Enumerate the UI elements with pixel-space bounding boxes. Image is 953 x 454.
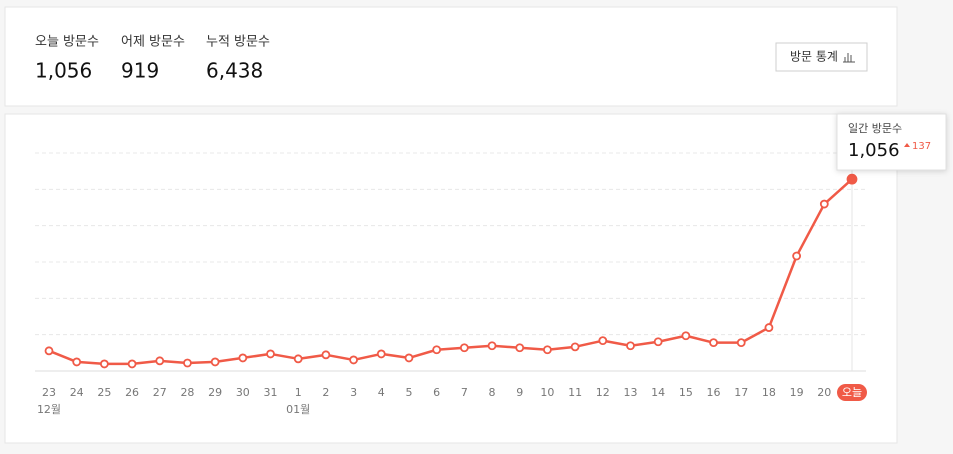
point	[626, 341, 635, 351]
x-tick-label: 9	[516, 386, 523, 399]
point	[598, 336, 608, 346]
x-tick-label: 3	[350, 386, 357, 399]
x-tick-label: 30	[236, 386, 250, 399]
point	[846, 173, 858, 185]
chart-card	[4, 113, 898, 444]
x-tick-label: 10	[540, 386, 554, 399]
point	[293, 354, 303, 364]
point	[266, 349, 275, 359]
stats-button[interactable]: 방문 통계	[775, 42, 868, 72]
x-tick-label: 5	[405, 386, 412, 399]
point	[155, 356, 165, 366]
x-tick-label: 14	[651, 386, 665, 399]
point	[819, 199, 829, 209]
x-tick-label: 오늘	[842, 386, 862, 399]
x-tick-label: 2	[322, 386, 329, 399]
stat-label: 누적 방문수	[206, 35, 270, 50]
month-label: 12월	[37, 403, 61, 416]
x-tick-label: 8	[489, 386, 496, 399]
x-tick-label: 7	[461, 386, 468, 399]
point	[792, 251, 802, 261]
point	[459, 343, 469, 353]
point	[210, 357, 220, 367]
x-tick-label: 26	[125, 386, 139, 399]
tooltip	[836, 113, 947, 171]
x-tick-label: 11	[568, 386, 582, 399]
point	[570, 342, 580, 352]
today-badge	[837, 384, 867, 401]
point	[99, 359, 109, 369]
point	[404, 353, 414, 363]
change-arrow	[904, 143, 910, 147]
tooltip-title: 일간 방문수	[848, 121, 902, 135]
point	[349, 355, 358, 365]
x-tick-label: 6	[433, 386, 440, 399]
point	[376, 349, 386, 359]
stat-value: 6,438	[206, 59, 263, 83]
x-tick-label: 31	[264, 386, 278, 399]
x-tick-label: 25	[97, 386, 111, 399]
x-tick-label: 17	[734, 386, 748, 399]
stat-label: 오늘 방문수	[35, 35, 99, 50]
point	[44, 346, 54, 356]
point	[432, 345, 442, 355]
line	[48, 178, 853, 366]
stat-value: 919	[121, 59, 159, 83]
point	[736, 338, 746, 348]
tooltip-change: 137	[912, 141, 931, 152]
point	[127, 359, 137, 369]
point	[681, 331, 691, 341]
point	[764, 323, 774, 332]
tooltip-value: 1,056	[848, 140, 900, 161]
button-box[interactable]	[775, 42, 868, 72]
x-tick-label: 15	[679, 386, 693, 399]
x-tick-label: 28	[180, 386, 194, 399]
button-label[interactable]: 방문 통계	[790, 50, 838, 64]
month-label: 01월	[286, 403, 310, 416]
button-icon[interactable]	[843, 53, 855, 63]
x-tick-label: 24	[70, 386, 84, 399]
stat-label: 어제 방문수	[121, 35, 185, 50]
point	[709, 338, 718, 348]
x-tick-label: 20	[817, 386, 831, 399]
stat-value: 1,056	[35, 59, 92, 83]
point	[487, 341, 497, 351]
point	[72, 357, 82, 367]
x-tick-label: 13	[623, 386, 637, 399]
point	[515, 343, 525, 353]
stats-card	[4, 6, 898, 107]
x-tick-label: 27	[153, 386, 167, 399]
point	[183, 358, 192, 368]
x-tick-label: 23	[42, 386, 56, 399]
point	[543, 345, 552, 355]
x-tick-label: 16	[707, 386, 721, 399]
x-tick-label: 1	[295, 386, 302, 399]
x-tick-label: 29	[208, 386, 222, 399]
x-tick-label: 4	[378, 386, 385, 399]
point	[238, 353, 248, 363]
x-tick-label: 18	[762, 386, 776, 399]
x-tick-label: 12	[596, 386, 610, 399]
point	[653, 337, 663, 347]
point	[321, 350, 331, 360]
x-tick-label: 19	[790, 386, 804, 399]
